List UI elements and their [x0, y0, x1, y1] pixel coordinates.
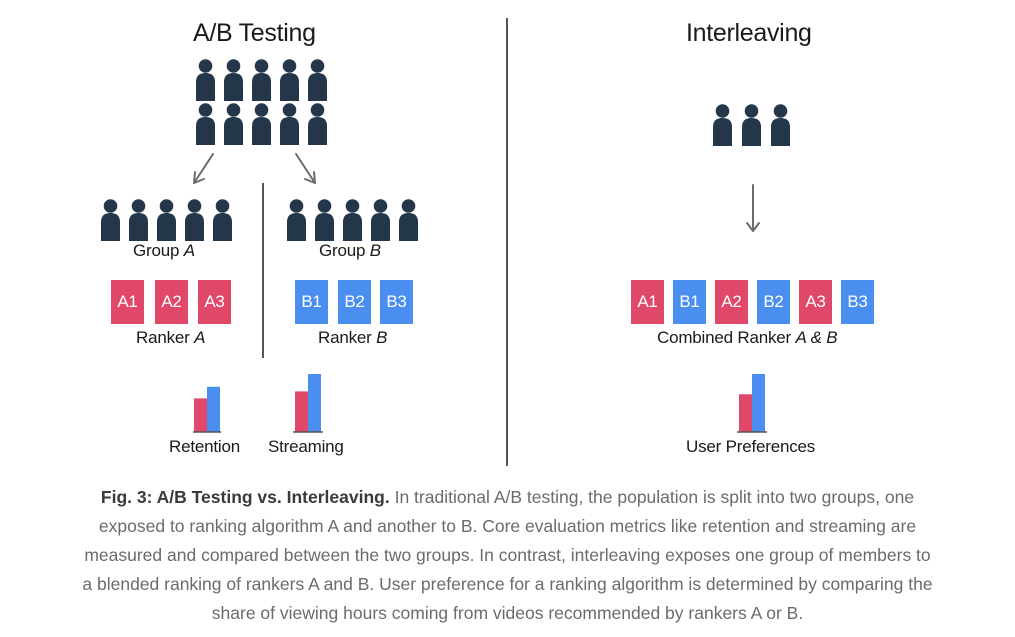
tile-b2: B2 — [338, 280, 371, 324]
population-person-icon — [280, 103, 299, 145]
combined-ranker-label: Combined Ranker A & B — [657, 328, 838, 347]
caption-title: Fig. 3: A/B Testing vs. Interleaving. — [100, 487, 390, 507]
population-person-icon — [224, 103, 243, 145]
metric-bars — [194, 374, 765, 432]
caption-line-5: share of viewing hours coming from video… — [211, 603, 804, 623]
tile-a1: A1 — [111, 280, 144, 324]
interleaving-title: Interleaving — [686, 19, 812, 47]
tile-b3: B3 — [380, 280, 413, 324]
streaming-bar-b — [308, 374, 321, 432]
preferences-bar-b — [752, 374, 765, 432]
main-divider — [506, 18, 508, 466]
group-b-person-icon — [399, 199, 418, 241]
group-a-person-icon — [185, 199, 204, 241]
group-a-label: Group A — [133, 241, 195, 260]
retention-bar-a — [194, 398, 207, 432]
tile-combined-a1: A1 — [631, 280, 664, 324]
population-person-icon — [280, 59, 299, 101]
group-b-person-icon — [343, 199, 362, 241]
retention-bar-b — [207, 386, 220, 432]
group-divider — [262, 183, 264, 358]
user-preferences-label: User Preferences — [686, 437, 816, 456]
caption-line-4: a blended ranking of rankers A and B. Us… — [82, 574, 933, 594]
interleaving-person-icon — [713, 104, 732, 146]
ab-testing-title: A/B Testing — [193, 19, 316, 47]
tile-a3: A3 — [198, 280, 231, 324]
figure-caption: Fig. 3: A/B Testing vs. Interleaving. In… — [0, 483, 1015, 628]
tile-combined-b2: B2 — [757, 280, 790, 324]
population-person-icon — [252, 103, 271, 145]
arrow-to-combined-icon — [746, 184, 760, 232]
tile-combined-b1: B1 — [673, 280, 706, 324]
tile-combined-b3: B3 — [841, 280, 874, 324]
ranker-b-label: Ranker B — [318, 328, 388, 347]
tile-combined-a2: A2 — [715, 280, 748, 324]
caption-line-3: measured and compared between the two gr… — [84, 545, 931, 565]
population-person-icon — [308, 103, 327, 145]
group-b-person-icon — [371, 199, 390, 241]
caption-line-2: exposed to ranking algorithm A and anoth… — [98, 516, 917, 536]
retention-label: Retention — [169, 437, 240, 456]
preferences-bar-a — [739, 394, 752, 432]
streaming-label: Streaming — [268, 437, 344, 456]
group-b-person-icon — [315, 199, 334, 241]
streaming-bar-a — [295, 391, 308, 432]
interleaving-person-icon — [742, 104, 761, 146]
population-person-icon — [196, 59, 215, 101]
group-a-person-icon — [129, 199, 148, 241]
population-person-icon — [224, 59, 243, 101]
population-person-icon — [196, 103, 215, 145]
arrow-to-group-a-icon — [193, 153, 214, 184]
population-person-icon — [252, 59, 271, 101]
tile-a2: A2 — [155, 280, 188, 324]
arrow-to-group-b-icon — [295, 153, 316, 184]
group-a-person-icon — [101, 199, 120, 241]
group-b-label: Group B — [319, 241, 381, 260]
population-person-icon — [308, 59, 327, 101]
group-a-person-icon — [213, 199, 232, 241]
caption-line-1: Fig. 3: A/B Testing vs. Interleaving. In… — [100, 487, 915, 507]
tile-b1: B1 — [295, 280, 328, 324]
tile-combined-a3: A3 — [799, 280, 832, 324]
population-icons — [101, 59, 790, 241]
interleaving-person-icon — [771, 104, 790, 146]
group-b-person-icon — [287, 199, 306, 241]
group-a-person-icon — [157, 199, 176, 241]
ranker-a-label: Ranker A — [136, 328, 206, 347]
